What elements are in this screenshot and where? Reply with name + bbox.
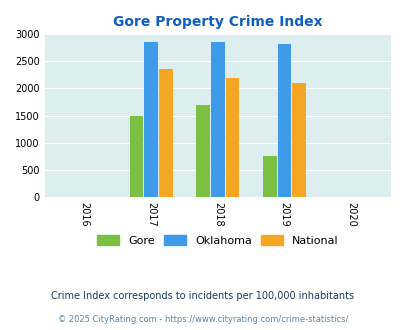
Legend: Gore, Oklahoma, National: Gore, Oklahoma, National bbox=[94, 232, 341, 249]
Bar bbox=[225, 78, 239, 197]
Bar bbox=[159, 69, 172, 197]
Bar bbox=[211, 42, 224, 197]
Bar bbox=[130, 116, 143, 197]
Bar bbox=[277, 44, 290, 197]
Text: Crime Index corresponds to incidents per 100,000 inhabitants: Crime Index corresponds to incidents per… bbox=[51, 291, 354, 301]
Bar bbox=[262, 156, 276, 197]
Bar bbox=[196, 105, 209, 197]
Bar bbox=[144, 42, 158, 197]
Title: Gore Property Crime Index: Gore Property Crime Index bbox=[113, 15, 322, 29]
Bar bbox=[292, 83, 305, 197]
Text: © 2025 CityRating.com - https://www.cityrating.com/crime-statistics/: © 2025 CityRating.com - https://www.city… bbox=[58, 315, 347, 324]
